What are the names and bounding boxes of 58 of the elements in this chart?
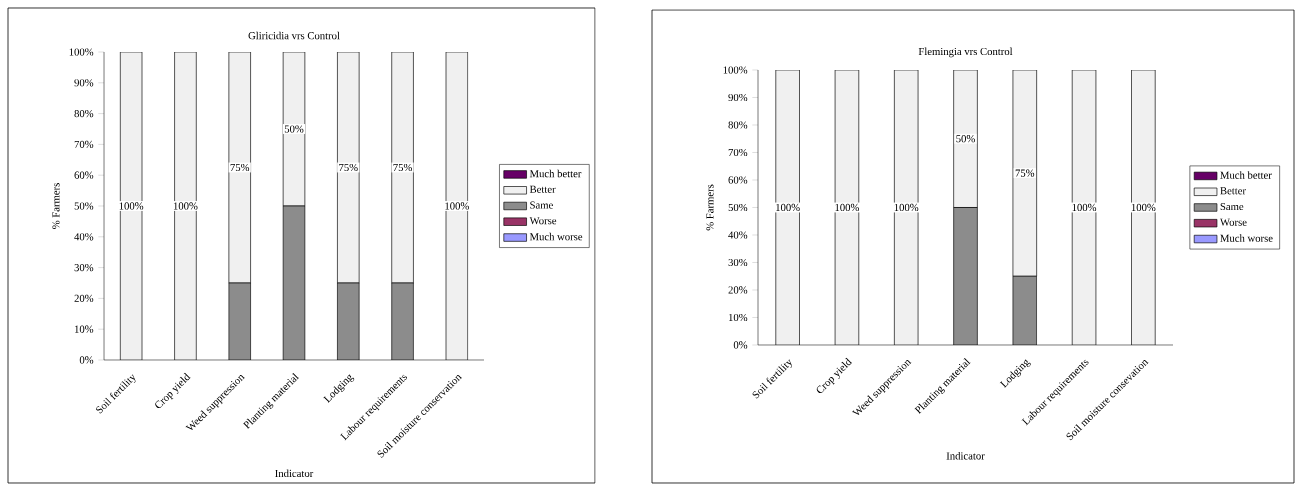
y-tick-label: 100% xyxy=(723,66,748,74)
y-tick-label: 30% xyxy=(728,258,748,267)
y-tick-label: 80% xyxy=(74,109,94,118)
data-label: 75% xyxy=(230,163,250,172)
legend-label: Same xyxy=(530,201,553,209)
legend-label: Better xyxy=(529,185,556,193)
bar xyxy=(1012,275,1037,345)
y-tick-label: 60% xyxy=(74,171,94,179)
data-label: 100% xyxy=(1072,203,1097,212)
y-tick-label: 10% xyxy=(729,313,748,322)
legend-label: Better xyxy=(1220,187,1246,195)
bar xyxy=(953,207,978,345)
y-tick-label: 90% xyxy=(728,93,748,102)
legend-label: Much better xyxy=(529,169,582,178)
data-label: 50% xyxy=(284,125,304,133)
data-label: 100% xyxy=(445,202,469,210)
legend-label: Worse xyxy=(1219,218,1247,226)
y-tick-label: 30% xyxy=(74,263,94,272)
y-tick-label: 80% xyxy=(728,121,748,129)
y-tick-label: 20% xyxy=(728,286,748,294)
y-tick-label: 20% xyxy=(74,294,94,303)
bar xyxy=(228,282,251,360)
legend-label: Much better xyxy=(1220,171,1272,179)
y-tick-label: 70% xyxy=(728,148,748,157)
x-axis-title: Indicator xyxy=(275,469,314,478)
data-label: 100% xyxy=(776,203,800,212)
y-tick-label: 60% xyxy=(728,176,748,184)
legend-label: Much worse xyxy=(529,232,583,241)
y-tick-label: 50% xyxy=(74,202,94,210)
bar xyxy=(337,282,360,360)
y-axis-title: % Farmers xyxy=(706,184,714,231)
y-tick-label: 100% xyxy=(69,48,94,56)
data-label: 100% xyxy=(119,202,144,210)
legend-label: Same xyxy=(1220,202,1244,211)
y-tick-label: 40% xyxy=(728,231,748,239)
x-axis-title: Indicator xyxy=(946,451,985,460)
y-tick-label: 50% xyxy=(728,203,748,212)
y-tick-label: 40% xyxy=(74,233,94,241)
chart-title: Gliricidia vrs Control xyxy=(248,31,340,40)
data-label: 75% xyxy=(1015,169,1035,177)
data-label: 50% xyxy=(956,135,975,143)
y-axis-title: % Farmers xyxy=(52,183,60,229)
data-label: 100% xyxy=(1131,203,1156,212)
y-tick-label: 0% xyxy=(79,356,94,364)
bar xyxy=(283,205,305,360)
data-label: 100% xyxy=(835,203,859,212)
y-tick-label: 0% xyxy=(733,341,748,349)
data-label: 75% xyxy=(393,163,412,172)
bar xyxy=(391,282,414,360)
y-tick-label: 10% xyxy=(75,325,94,333)
data-label: 100% xyxy=(173,202,198,210)
y-tick-label: 90% xyxy=(74,79,94,87)
legend-label: Much worse xyxy=(1220,234,1273,242)
data-label: 75% xyxy=(339,163,358,172)
legend-label: Worse xyxy=(529,217,557,225)
data-label: 100% xyxy=(894,203,919,212)
y-tick-label: 70% xyxy=(74,140,94,149)
chart-title: Flemingia vrs Control xyxy=(918,47,1013,58)
